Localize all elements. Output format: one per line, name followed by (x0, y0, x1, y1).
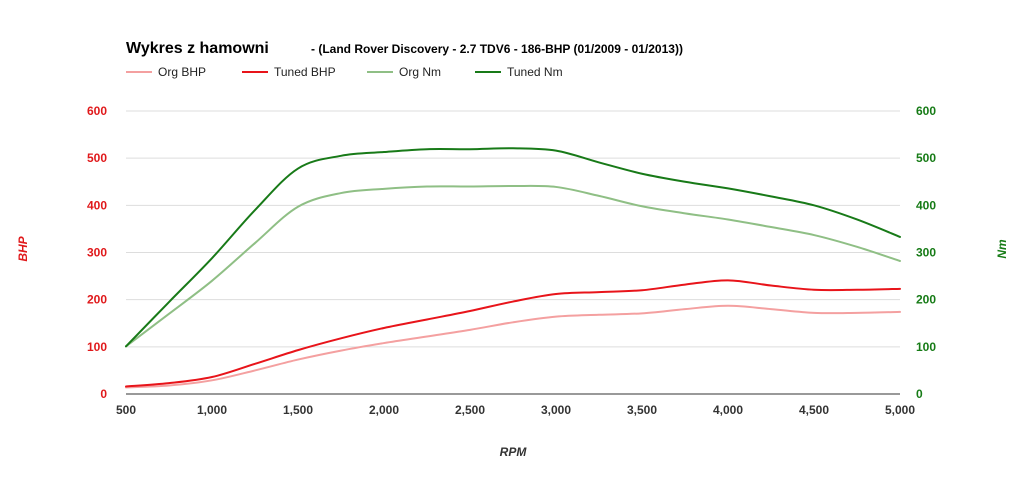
chart-title: Wykres z hamowni (126, 40, 269, 57)
series-line-org-nm (125, 184, 901, 348)
x-tick-label: 4,000 (713, 403, 743, 417)
y-left-tick-label: 200 (87, 293, 107, 307)
y-left-tick-label: 100 (87, 340, 107, 354)
legend-label: Tuned Nm (507, 65, 563, 79)
y-left-tick-label: 300 (87, 246, 107, 260)
axis-ticks: 0 0 100 100 200 200 300 300 400 400 500 500 600 600 50… (87, 104, 936, 417)
series-lines (125, 147, 901, 389)
x-tick-label: 1,500 (283, 403, 313, 417)
y-right-tick-label: 500 (916, 151, 936, 165)
y-left-tick-label: 0 (100, 387, 107, 401)
x-tick-label: 5,000 (885, 403, 915, 417)
x-tick-label: 2,000 (369, 403, 399, 417)
series-line-org-bhp (125, 304, 901, 389)
chart-subtitle: - (Land Rover Discovery - 2.7 TDV6 - 186… (311, 42, 683, 56)
series-line-tuned-bhp (125, 279, 901, 388)
series-line-tuned-nm (125, 147, 901, 348)
y-right-tick-label: 0 (916, 387, 923, 401)
y-right-tick-label: 100 (916, 340, 936, 354)
x-tick-label: 1,000 (197, 403, 227, 417)
x-axis-title: RPM (500, 445, 528, 459)
x-tick-label: 500 (116, 403, 136, 417)
y-right-tick-label: 300 (916, 246, 936, 260)
y-axis-left-title: BHP (16, 235, 30, 261)
x-tick-label: 3,500 (627, 403, 657, 417)
x-tick-label: 2,500 (455, 403, 485, 417)
y-left-tick-label: 500 (87, 151, 107, 165)
y-right-tick-label: 600 (916, 104, 936, 118)
x-tick-label: 4,500 (799, 403, 829, 417)
x-tick-label: 3,000 (541, 403, 571, 417)
y-left-tick-label: 400 (87, 198, 107, 212)
y-axis-right-title: Nm (995, 239, 1009, 259)
legend-label: Org BHP (158, 65, 206, 79)
y-right-tick-label: 200 (916, 293, 936, 307)
legend-label: Tuned BHP (274, 65, 336, 79)
gridlines (126, 110, 900, 395)
y-right-tick-label: 400 (916, 198, 936, 212)
legend: Org BHP Tuned BHP Org Nm Tuned Nm (126, 65, 563, 79)
y-left-tick-label: 600 (87, 104, 107, 118)
legend-label: Org Nm (399, 65, 441, 79)
